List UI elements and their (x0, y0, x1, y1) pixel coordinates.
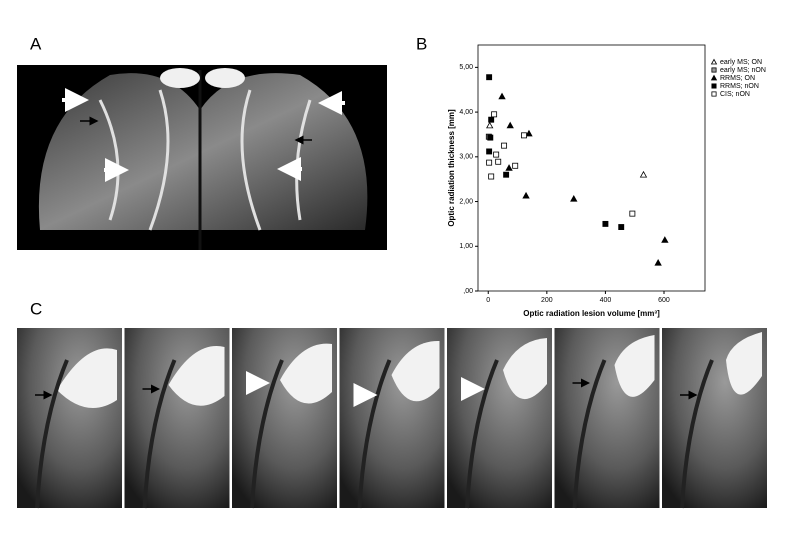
lesion (391, 340, 440, 402)
legend-symbol (711, 67, 717, 73)
legend-label: early MS; ON (720, 59, 762, 66)
point (618, 224, 625, 230)
lesion (614, 335, 655, 397)
sulcus (465, 359, 499, 509)
legend-symbol (711, 83, 717, 89)
point (493, 151, 500, 158)
point (505, 164, 513, 171)
point (488, 173, 495, 180)
point (629, 210, 636, 217)
legend-label: RRMS; nON (720, 83, 759, 90)
plot-area (477, 44, 706, 292)
x-axis-title: Optic radiation lesion volume [mm³] (523, 309, 660, 318)
lesion (726, 332, 762, 395)
point (495, 158, 502, 165)
sulcus (572, 359, 607, 509)
point (486, 159, 493, 166)
y-tick-label: 1,00 (459, 243, 473, 250)
y-tick-label: 2,00 (459, 198, 473, 205)
point (501, 142, 508, 149)
mri-panel-c (17, 328, 767, 509)
point (486, 148, 493, 155)
sulcus (250, 359, 284, 509)
lesion (168, 346, 225, 406)
x-tick-label: 0 (486, 297, 490, 304)
y-tick-label: 4,00 (459, 109, 473, 116)
y-tick-label: ,00 (463, 288, 473, 295)
y-axis-title: Optic radiation thickness [mm] (447, 109, 456, 227)
x-tick-label: 200 (541, 297, 553, 304)
legend-symbol (711, 91, 717, 97)
point (570, 195, 578, 202)
point (525, 129, 533, 137)
panel-label: B (416, 34, 427, 53)
point (503, 171, 510, 178)
panel-label: C (30, 299, 42, 318)
scatter-chart: ,00 1,00 2,00 3,00 4,00 5,00 0 200 400 600 Optic r… (447, 44, 766, 318)
lesion (503, 338, 547, 400)
sulcus (142, 359, 177, 509)
lesion (57, 348, 117, 408)
y-tick-label: 3,00 (459, 154, 473, 161)
point (522, 191, 530, 199)
legend-label: early MS; nON (720, 67, 766, 74)
lesion (280, 343, 332, 404)
point (486, 74, 493, 81)
sulcus (680, 359, 714, 509)
sulcus (357, 359, 392, 509)
legend-label: RRMS; ON (720, 75, 755, 82)
legend-label: CIS; nON (720, 91, 750, 98)
point (512, 162, 519, 169)
sulcus (35, 359, 69, 509)
point (654, 258, 662, 266)
point (491, 111, 498, 118)
point (486, 121, 494, 129)
point (488, 116, 495, 123)
mri-panel-a (17, 65, 387, 250)
y-tick-label: 5,00 (459, 64, 473, 71)
point (661, 236, 669, 243)
point (487, 134, 494, 141)
point (498, 92, 506, 100)
point (506, 121, 514, 129)
legend-symbol (710, 58, 718, 65)
x-tick-label: 400 (600, 297, 612, 304)
panel-label: A (30, 34, 42, 53)
point (602, 220, 609, 227)
point (521, 132, 527, 139)
legend-symbol (710, 74, 718, 81)
point (639, 170, 648, 178)
x-tick-label: 600 (658, 297, 670, 304)
